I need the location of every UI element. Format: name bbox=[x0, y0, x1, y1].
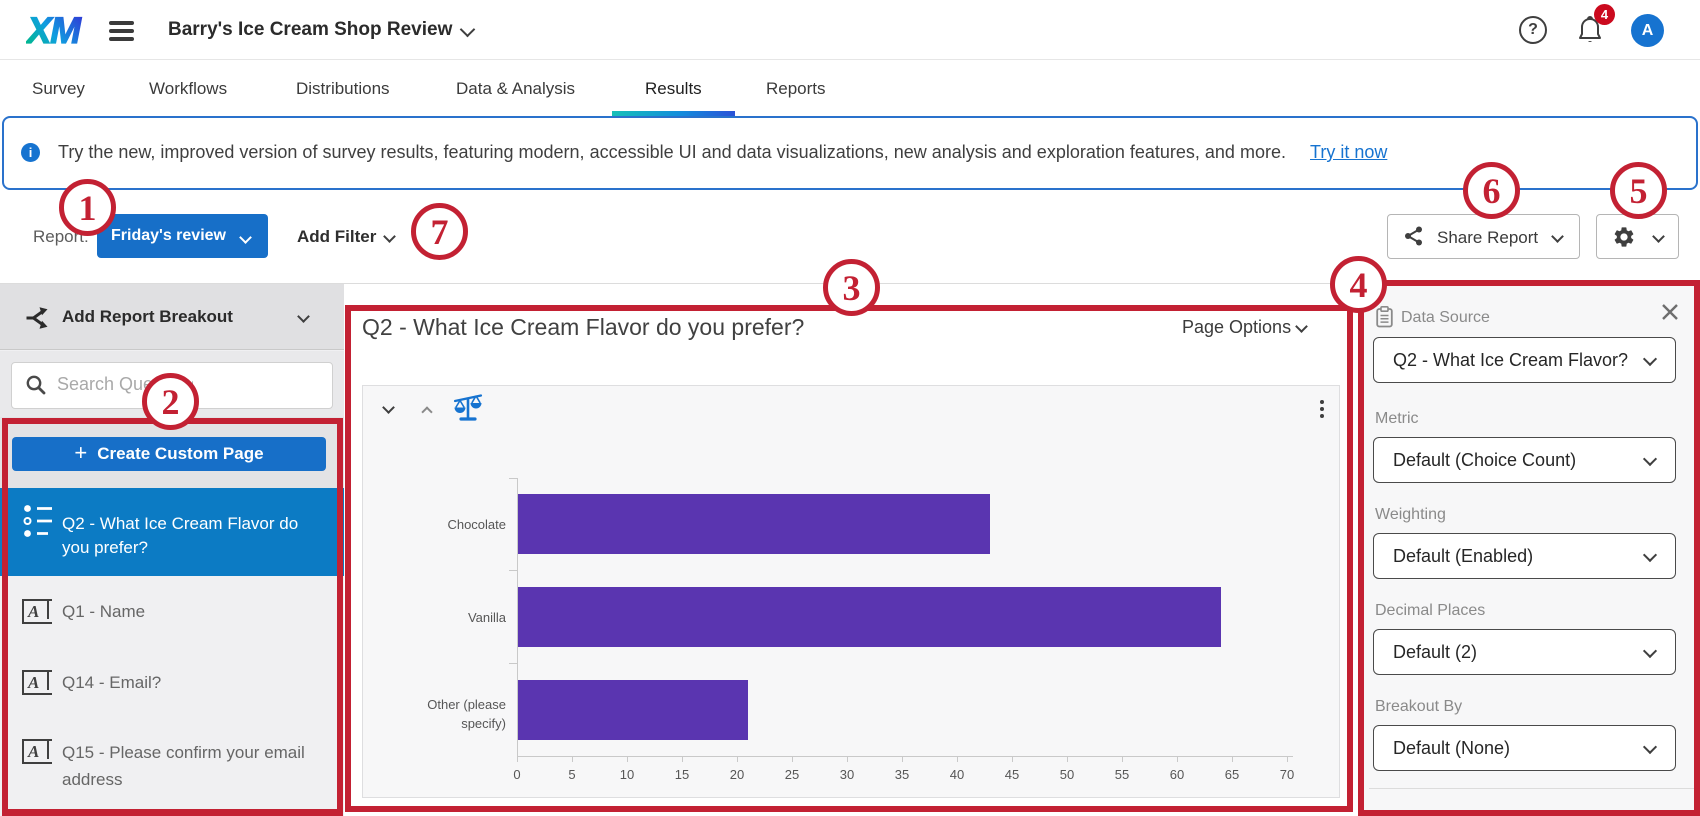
svg-text:XM: XM bbox=[26, 10, 82, 50]
